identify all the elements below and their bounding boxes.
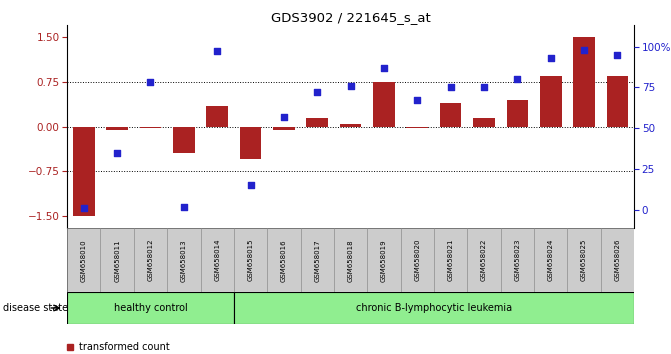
Point	[112, 150, 123, 155]
Text: GSM658016: GSM658016	[281, 239, 287, 281]
Text: GSM658020: GSM658020	[414, 239, 420, 281]
FancyBboxPatch shape	[101, 228, 134, 292]
FancyBboxPatch shape	[534, 228, 568, 292]
Bar	[240, 127, 262, 160]
FancyBboxPatch shape	[67, 292, 234, 324]
Text: transformed count: transformed count	[79, 342, 170, 352]
Bar	[273, 127, 295, 130]
Bar	[173, 127, 195, 154]
Text: GSM658014: GSM658014	[214, 239, 220, 281]
Point	[145, 80, 156, 85]
Text: GSM658011: GSM658011	[114, 239, 120, 281]
Point	[345, 83, 356, 88]
Bar	[140, 127, 161, 128]
Text: disease state: disease state	[3, 303, 68, 313]
Text: GSM658021: GSM658021	[448, 239, 454, 281]
Bar	[207, 105, 228, 127]
Point	[378, 65, 389, 70]
Point	[546, 55, 556, 61]
FancyBboxPatch shape	[167, 228, 201, 292]
Text: GSM658025: GSM658025	[581, 239, 587, 281]
Text: GSM658023: GSM658023	[515, 239, 521, 281]
FancyBboxPatch shape	[601, 228, 634, 292]
FancyBboxPatch shape	[501, 228, 534, 292]
FancyBboxPatch shape	[467, 228, 501, 292]
Bar	[106, 127, 128, 130]
FancyBboxPatch shape	[134, 228, 167, 292]
Bar	[440, 103, 462, 127]
Point	[278, 114, 289, 120]
Text: GSM658018: GSM658018	[348, 239, 354, 281]
Point	[245, 183, 256, 188]
FancyBboxPatch shape	[401, 228, 434, 292]
Point	[79, 205, 89, 211]
FancyBboxPatch shape	[67, 228, 101, 292]
FancyBboxPatch shape	[201, 228, 234, 292]
Point	[578, 47, 589, 53]
Bar	[540, 76, 562, 127]
Bar	[607, 76, 628, 127]
FancyBboxPatch shape	[367, 228, 401, 292]
Bar	[573, 37, 595, 127]
FancyBboxPatch shape	[568, 228, 601, 292]
Text: GSM658022: GSM658022	[481, 239, 487, 281]
Bar	[473, 118, 495, 127]
FancyBboxPatch shape	[334, 228, 367, 292]
FancyBboxPatch shape	[434, 228, 467, 292]
Bar	[307, 118, 328, 127]
Bar	[340, 124, 362, 127]
FancyBboxPatch shape	[267, 228, 301, 292]
Point	[178, 204, 189, 210]
Point	[446, 85, 456, 90]
Point	[212, 48, 223, 54]
Bar	[507, 99, 528, 127]
Bar	[373, 82, 395, 127]
Text: GSM658026: GSM658026	[615, 239, 621, 281]
Point	[312, 90, 323, 95]
Text: GSM658012: GSM658012	[148, 239, 154, 281]
Bar	[407, 127, 428, 128]
Point	[412, 98, 423, 103]
Title: GDS3902 / 221645_s_at: GDS3902 / 221645_s_at	[270, 11, 431, 24]
Text: GSM658010: GSM658010	[81, 239, 87, 281]
Text: GSM658024: GSM658024	[548, 239, 554, 281]
FancyBboxPatch shape	[234, 292, 634, 324]
Text: GSM658019: GSM658019	[381, 239, 387, 281]
Point	[512, 76, 523, 82]
Bar	[73, 127, 95, 216]
Point	[478, 85, 489, 90]
FancyBboxPatch shape	[301, 228, 334, 292]
Text: GSM658017: GSM658017	[314, 239, 320, 281]
Text: chronic B-lymphocytic leukemia: chronic B-lymphocytic leukemia	[356, 303, 512, 313]
Text: GSM658015: GSM658015	[248, 239, 254, 281]
Text: healthy control: healthy control	[113, 303, 187, 313]
Text: GSM658013: GSM658013	[180, 239, 187, 281]
Point	[612, 52, 623, 58]
FancyBboxPatch shape	[234, 228, 267, 292]
